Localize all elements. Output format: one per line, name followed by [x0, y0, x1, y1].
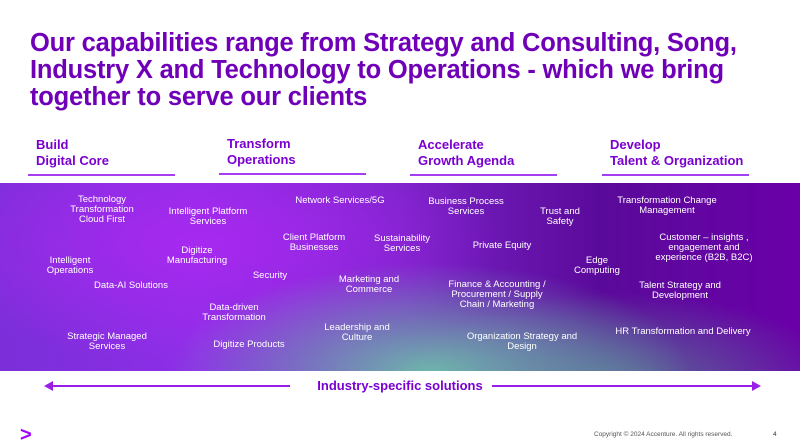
column-accelerate-growth: Accelerate Growth Agenda — [410, 137, 557, 176]
arrow-right-line — [492, 385, 752, 387]
capability-item: Customer – insights , engagement and exp… — [655, 232, 753, 263]
column-transform-operations: Transform Operations — [219, 136, 366, 175]
page-number: 4 — [773, 431, 777, 438]
capability-item: Organization Strategy and Design — [466, 331, 578, 352]
divider — [219, 173, 366, 175]
capability-item: Transformation Change Management — [617, 195, 717, 216]
capability-item: Leadership and Culture — [324, 322, 390, 343]
capability-item: HR Transformation and Delivery — [615, 326, 751, 337]
capability-item: Private Equity — [472, 240, 532, 251]
column-label: Build Digital Core — [36, 137, 109, 168]
capability-item: Digitize Products — [213, 339, 285, 350]
capability-item: Trust and Safety — [540, 206, 580, 227]
capability-item: Edge Computing — [574, 255, 620, 276]
capability-item: Intelligent Platform Services — [168, 206, 248, 227]
capability-item: Client Platform Businesses — [282, 232, 346, 253]
capability-item: Strategic Managed Services — [67, 331, 147, 352]
capability-item: Business Process Services — [428, 196, 504, 217]
copyright: Copyright © 2024 Accenture. All rights r… — [594, 431, 733, 438]
capability-item: Digitize Manufacturing — [166, 245, 228, 266]
slide-title: Our capabilities range from Strategy and… — [30, 29, 737, 111]
divider — [602, 174, 749, 176]
capability-item: Network Services/5G — [295, 195, 385, 206]
capability-item: Security — [252, 270, 288, 281]
capability-item: Technology Transformation Cloud First — [70, 194, 134, 225]
arrow-right-icon — [752, 381, 761, 391]
industry-solutions-label: Industry-specific solutions — [317, 378, 483, 393]
column-develop-talent: Develop Talent & Organization — [602, 137, 749, 176]
capability-item: Intelligent Operations — [46, 255, 94, 276]
column-build-digital-core: Build Digital Core — [28, 137, 175, 176]
arrow-left-icon — [44, 381, 53, 391]
divider — [28, 174, 175, 176]
capability-item: Data-driven Transformation — [202, 302, 266, 323]
arrow-left-line — [52, 385, 290, 387]
capabilities-band — [0, 183, 800, 371]
divider — [410, 174, 557, 176]
column-label: Transform Operations — [227, 136, 296, 167]
capability-item: Sustainability Services — [374, 233, 430, 254]
capability-item: Data-AI Solutions — [94, 280, 168, 291]
capability-item: Marketing and Commerce — [338, 274, 400, 295]
column-label: Accelerate Growth Agenda — [418, 137, 515, 168]
column-label: Develop Talent & Organization — [610, 137, 744, 168]
accenture-logo: > — [20, 424, 32, 446]
capability-item: Talent Strategy and Development — [639, 280, 721, 301]
capability-item: Finance & Accounting / Procurement / Sup… — [448, 279, 546, 310]
